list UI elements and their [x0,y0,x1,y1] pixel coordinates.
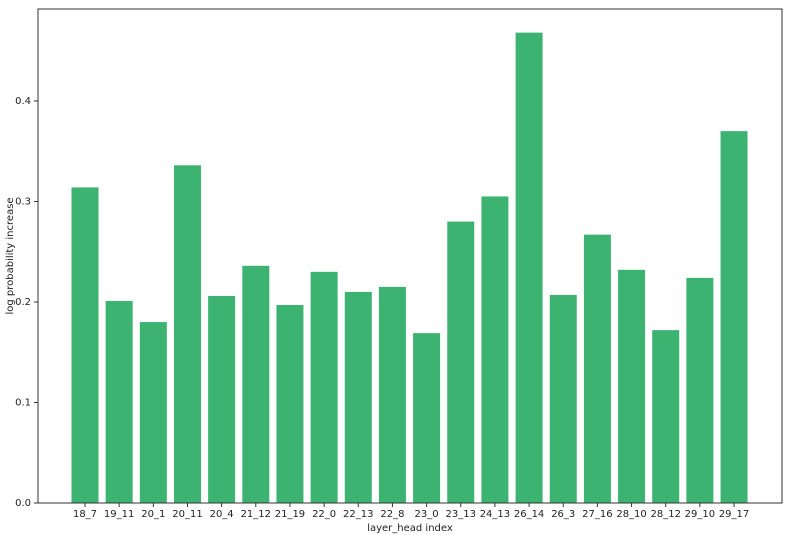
bar [549,294,577,503]
bar [71,187,99,504]
x-axis-label: layer_head index [367,523,453,534]
x-tick-label: 22_8 [380,509,404,520]
bar [618,269,646,503]
x-tick-label: 23_0 [415,509,439,520]
bar [447,221,475,503]
bar [378,286,406,503]
x-tick-label: 28_10 [616,509,646,520]
bar [139,322,167,503]
bar [208,295,236,503]
bar [652,330,680,503]
bar [276,304,304,503]
y-axis-label: log probability increase [5,197,16,314]
x-tick-label: 19_11 [104,509,134,520]
x-tick-label: 21_19 [275,509,305,520]
x-tick-label: 23_13 [446,509,476,520]
bar [686,277,714,503]
bar [344,291,372,503]
bar [105,300,133,503]
bar [515,32,543,503]
y-tick-label: 0.2 [15,297,31,308]
x-tick-label: 29_10 [685,509,715,520]
y-tick-label: 0.1 [15,397,31,408]
bar [310,271,338,503]
x-tick-label: 18_7 [73,509,97,520]
plot-frame [37,8,783,504]
bar [242,265,270,503]
x-tick-label: 20_4 [210,509,234,520]
x-tick-label: 22_13 [343,509,373,520]
bar [583,234,611,503]
y-tick-label: 0.3 [15,196,31,207]
x-tick-label: 20_11 [172,509,202,520]
x-tick-label: 21_12 [241,509,271,520]
y-tick-label: 0.4 [15,96,31,107]
bar [173,165,201,503]
x-tick-label: 27_16 [582,509,612,520]
bar [481,196,509,504]
x-tick-label: 26_14 [514,509,544,520]
x-tick-label: 28_12 [650,509,680,520]
y-tick-label: 0.0 [15,498,31,509]
x-tick-label: 24_13 [480,509,510,520]
x-tick-label: 20_1 [141,509,165,520]
bar [720,131,748,503]
x-tick-label: 22_0 [312,509,336,520]
bar [413,333,441,503]
x-tick-label: 26_3 [551,509,575,520]
x-tick-label: 29_17 [719,509,749,520]
